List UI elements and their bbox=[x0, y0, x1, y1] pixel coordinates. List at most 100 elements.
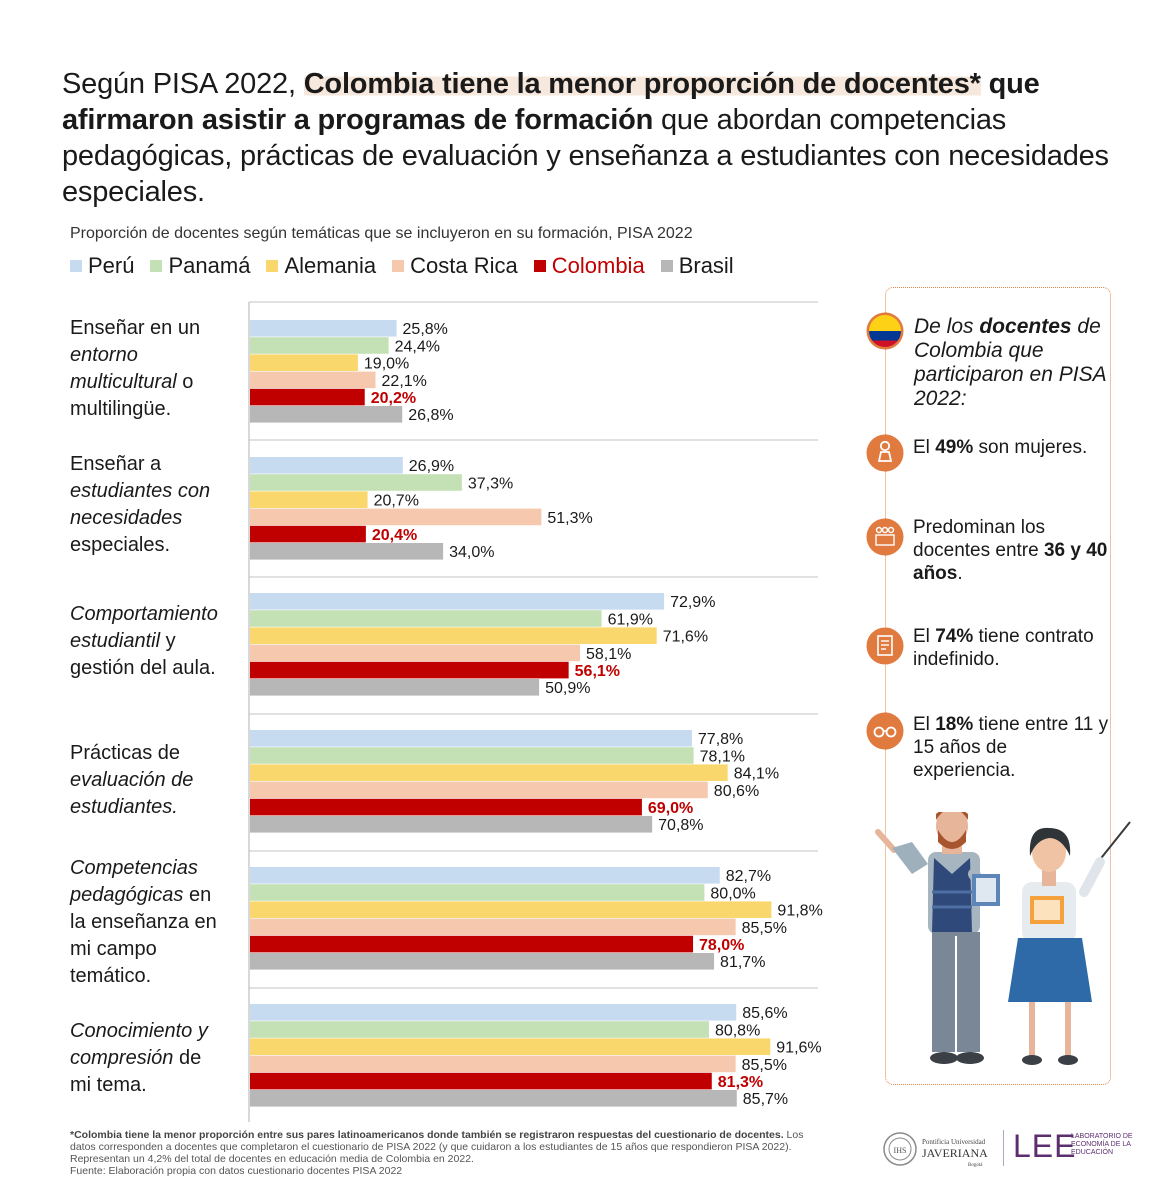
value-label: 26,9% bbox=[409, 458, 454, 475]
value-label: 51,3% bbox=[547, 510, 592, 527]
facts-intro: De los docentes de Colombia que particip… bbox=[914, 315, 1106, 410]
bar-panama-4 bbox=[250, 747, 694, 764]
value-label: 91,6% bbox=[776, 1040, 821, 1057]
category-label-line: compresión de bbox=[70, 1047, 202, 1069]
colombia-flag-icon bbox=[866, 312, 904, 350]
bar-brasil-4 bbox=[250, 816, 653, 833]
bar-costa-rica-5 bbox=[250, 918, 736, 936]
legend-item-panama: Panamá bbox=[150, 253, 250, 279]
category-label-line: la enseñanza en bbox=[70, 911, 217, 933]
legend-item-brasil: Brasil bbox=[660, 253, 734, 279]
category-label-line: estudiantil y bbox=[70, 630, 176, 652]
bar-alemania-1 bbox=[250, 354, 358, 371]
legend-item-costa-rica: Costa Rica bbox=[392, 253, 518, 279]
category-label-line: especiales. bbox=[70, 534, 171, 556]
javeriana-logo: IHS Pontificia Universidad JAVERIANA Bog… bbox=[883, 1132, 988, 1168]
value-label: 71,6% bbox=[663, 629, 708, 646]
bar-peru-2 bbox=[250, 457, 403, 474]
bar-colombia-2 bbox=[250, 525, 366, 543]
legend-label: Costa Rica bbox=[410, 253, 518, 278]
value-label: 25,8% bbox=[403, 321, 448, 338]
logo-separator bbox=[1003, 1130, 1004, 1166]
category-label-3: Comportamiento estudiantil y gestión del a… bbox=[70, 601, 250, 682]
category-label-line: Enseñar a bbox=[70, 453, 162, 475]
value-label: 80,8% bbox=[715, 1022, 760, 1039]
value-label: 26,8% bbox=[408, 407, 453, 424]
svg-text:Bogotá: Bogotá bbox=[968, 1163, 983, 1168]
legend-swatch bbox=[70, 260, 82, 272]
value-label: 91,8% bbox=[777, 903, 822, 920]
contract-icon bbox=[866, 627, 904, 665]
bar-alemania-3 bbox=[250, 627, 657, 644]
value-label: 50,9% bbox=[545, 680, 590, 697]
bar-brasil-5 bbox=[250, 953, 715, 970]
chart-legend: Perú Panamá Alemania Costa Rica Colombia Bras… bbox=[70, 253, 734, 279]
bar-colombia-3 bbox=[250, 661, 569, 679]
category-label-6: Conocimiento y compresión de mi tema. bbox=[70, 1018, 250, 1099]
footnote: *Colombia tiene la menor proporción entr… bbox=[70, 1129, 804, 1177]
legend-swatch bbox=[150, 260, 163, 272]
value-label: 81,3% bbox=[718, 1074, 763, 1091]
bar-costa-rica-2 bbox=[250, 508, 542, 526]
category-label-line: necesidades bbox=[70, 507, 183, 529]
legend-swatch bbox=[266, 260, 279, 272]
bar-panama-3 bbox=[250, 610, 602, 627]
category-label-line: multilingüe. bbox=[70, 398, 172, 420]
category-label-line: temático. bbox=[70, 965, 152, 987]
female-teacher-figure bbox=[1008, 821, 1131, 1065]
value-label: 37,3% bbox=[468, 475, 513, 492]
category-label-line: Competencias bbox=[70, 857, 198, 879]
value-label: 81,7% bbox=[720, 954, 765, 971]
bar-peru-6 bbox=[250, 1004, 737, 1021]
bar-brasil-3 bbox=[250, 679, 540, 696]
bar-costa-rica-3 bbox=[250, 644, 581, 662]
bar-brasil-1 bbox=[250, 406, 403, 423]
legend-item-peru: Perú bbox=[70, 253, 134, 279]
fact-age: Predominan los docentes entre 36 y 40 añ… bbox=[913, 517, 1108, 584]
fact-women: El 49% son mujeres. bbox=[913, 437, 1088, 458]
value-label: 19,0% bbox=[364, 356, 409, 373]
legend-swatch bbox=[533, 260, 546, 272]
value-label: 80,0% bbox=[710, 885, 755, 902]
value-label: 34,0% bbox=[449, 544, 494, 561]
chart-subtitle: Proporción de docentes según temáticas q… bbox=[70, 225, 693, 242]
category-label-line: estudiantes. bbox=[70, 796, 178, 818]
title-part-4: que abordan competencias pedagógicas, pr… bbox=[62, 104, 1109, 208]
woman-icon bbox=[866, 434, 904, 472]
bar-panama-1 bbox=[250, 337, 389, 354]
legend-label: Perú bbox=[88, 253, 135, 278]
legend-swatch bbox=[660, 260, 673, 272]
value-label: 70,8% bbox=[658, 817, 703, 834]
bar-peru-5 bbox=[250, 867, 720, 884]
legend-label: Panamá bbox=[168, 253, 251, 278]
bar-colombia-4 bbox=[250, 798, 642, 816]
category-label-4: Prácticas de evaluación de estudiantes. bbox=[70, 740, 250, 821]
value-label: 72,9% bbox=[670, 594, 715, 611]
bar-alemania-5 bbox=[250, 901, 772, 918]
bar-costa-rica-4 bbox=[250, 781, 708, 799]
title-highlight: Colombia tiene la menor proporción de do… bbox=[303, 68, 981, 100]
category-label-line: entorno bbox=[70, 344, 138, 366]
category-label-line: pedagógicas en bbox=[70, 884, 212, 906]
value-label: 61,9% bbox=[608, 611, 653, 628]
category-label-line: gestión del aula. bbox=[70, 657, 216, 679]
title-part-1: Según PISA 2022, bbox=[62, 68, 304, 100]
value-label: 24,4% bbox=[395, 338, 440, 355]
bar-peru-1 bbox=[250, 320, 397, 337]
value-label: 56,1% bbox=[575, 663, 620, 680]
category-label-line: mi campo bbox=[70, 938, 157, 960]
bar-panama-6 bbox=[250, 1021, 709, 1038]
value-label: 85,5% bbox=[742, 920, 787, 937]
category-label-line: evaluación de bbox=[70, 769, 194, 791]
bar-alemania-4 bbox=[250, 764, 728, 781]
legend-item-colombia: Colombia bbox=[533, 253, 645, 279]
legend-label: Alemania bbox=[284, 253, 377, 278]
bar-alemania-2 bbox=[250, 491, 368, 508]
lee-logo-subtitle: LABORATORIO DE ECONOMÍA DE LA EDUCACIÓN bbox=[1071, 1133, 1133, 1156]
teachers-illustration bbox=[875, 812, 1131, 1065]
value-label: 22,1% bbox=[382, 373, 427, 390]
bar-colombia-6 bbox=[250, 1072, 712, 1090]
value-label: 85,6% bbox=[742, 1005, 787, 1022]
fact-experience: El 18% tiene entre 11 y 15 años de exper… bbox=[913, 714, 1109, 781]
bar-costa-rica-6 bbox=[250, 1055, 736, 1073]
